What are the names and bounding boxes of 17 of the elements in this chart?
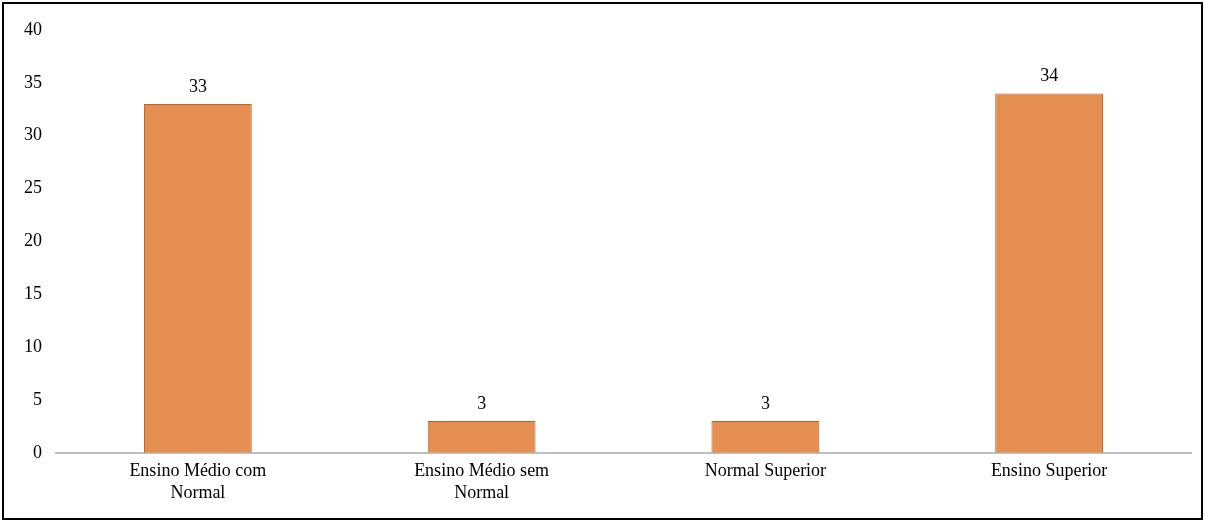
data-label: 3 [760,392,770,413]
y-tick-label: 20 [24,230,42,251]
data-label: 33 [188,75,207,96]
x-tick-label: Ensino Médio sem Normal [414,460,550,502]
x-tick-label: Ensino Superior [990,460,1108,481]
y-tick-label: 0 [33,441,42,462]
y-tick-label: 35 [24,71,42,92]
x-tick-label: Ensino Médio com Normal [129,460,267,502]
y-tick-label: 40 [24,18,42,39]
data-label: 34 [1040,65,1059,86]
y-tick-label: 25 [24,177,42,198]
y-tick-label: 5 [33,388,42,409]
x-tick-label: Normal Superior [704,460,827,481]
y-tick-label: 15 [24,282,42,303]
y-tick-label: 10 [24,335,42,356]
data-label: 3 [477,392,487,413]
y-tick-label: 30 [24,124,42,145]
